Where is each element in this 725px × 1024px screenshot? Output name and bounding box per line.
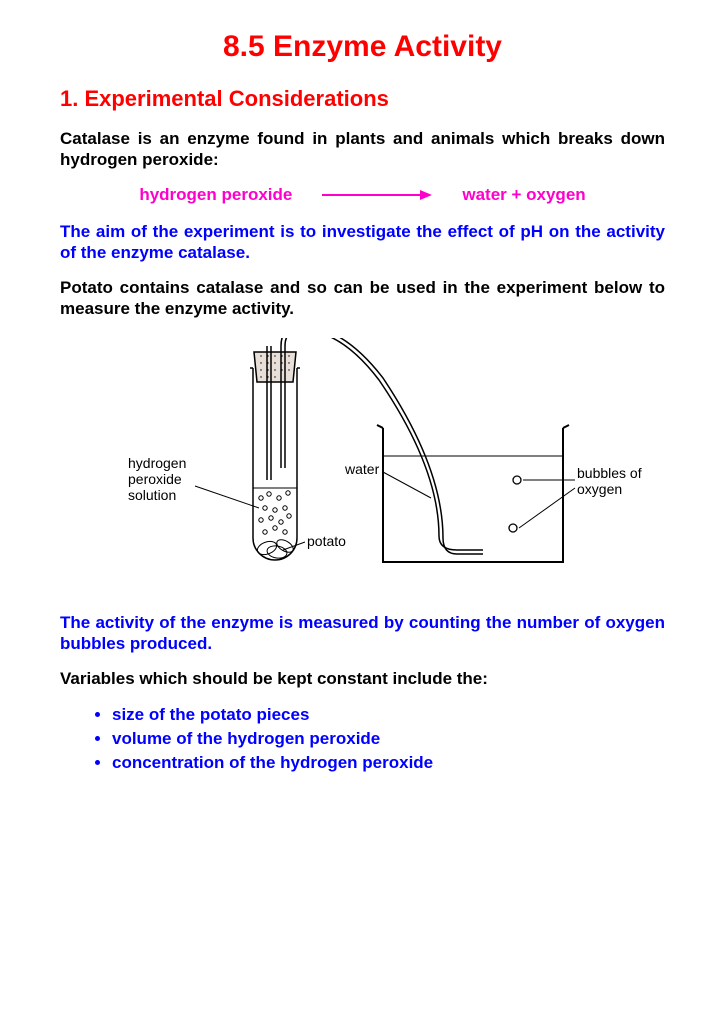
variables-list: size of the potato pieces volume of the … <box>60 703 665 774</box>
svg-text:water: water <box>344 461 380 477</box>
apparatus-diagram: hydrogenperoxidesolution potato water bubbl… <box>60 338 665 588</box>
list-item: size of the potato pieces <box>112 703 665 727</box>
reaction-arrow-icon <box>322 188 432 202</box>
svg-text:potato: potato <box>307 533 346 549</box>
reaction-product: water + oxygen <box>462 185 585 205</box>
section-heading: 1. Experimental Considerations <box>60 86 665 112</box>
paragraph-variables: Variables which should be kept constant … <box>60 668 665 689</box>
paragraph-intro: Catalase is an enzyme found in plants an… <box>60 128 665 171</box>
paragraph-measure: The activity of the enzyme is measured b… <box>60 612 665 655</box>
reaction-reactant: hydrogen peroxide <box>139 185 292 205</box>
svg-text:hydrogen: hydrogen <box>128 455 186 471</box>
paragraph-aim: The aim of the experiment is to investig… <box>60 221 665 264</box>
svg-text:solution: solution <box>128 487 176 503</box>
svg-text:oxygen: oxygen <box>577 481 622 497</box>
paragraph-potato: Potato contains catalase and so can be u… <box>60 277 665 320</box>
reaction-equation: hydrogen peroxide water + oxygen <box>60 185 665 205</box>
svg-text:bubbles of: bubbles of <box>577 465 642 481</box>
page-title: 8.5 Enzyme Activity <box>60 30 665 64</box>
svg-text:peroxide: peroxide <box>128 471 182 487</box>
list-item: concentration of the hydrogen peroxide <box>112 751 665 775</box>
list-item: volume of the hydrogen peroxide <box>112 727 665 751</box>
